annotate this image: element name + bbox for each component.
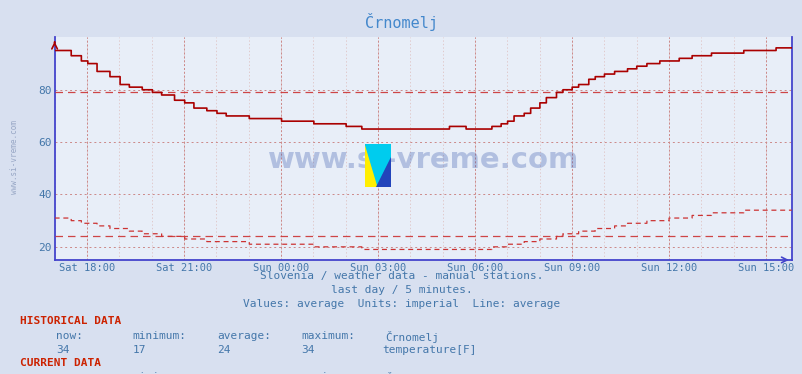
Text: 17: 17 [132,345,146,355]
Text: Slovenia / weather data - manual stations.: Slovenia / weather data - manual station… [259,271,543,281]
Text: now:: now: [56,331,83,341]
Text: 34: 34 [301,345,314,355]
Text: now:: now: [56,372,83,374]
Text: 24: 24 [217,345,230,355]
Text: Values: average  Units: imperial  Line: average: Values: average Units: imperial Line: av… [242,299,560,309]
Text: average:: average: [217,331,270,341]
Text: www.si-vreme.com: www.si-vreme.com [10,120,18,194]
Text: HISTORICAL DATA: HISTORICAL DATA [20,316,121,326]
Text: Črnomelj: Črnomelj [385,372,439,374]
Text: CURRENT DATA: CURRENT DATA [20,358,101,368]
Polygon shape [365,144,378,187]
Text: minimum:: minimum: [132,372,186,374]
Polygon shape [365,144,391,187]
Text: 34: 34 [56,345,70,355]
Text: temperature[F]: temperature[F] [382,345,476,355]
Text: www.si-vreme.com: www.si-vreme.com [267,146,578,174]
Text: last day / 5 minutes.: last day / 5 minutes. [330,285,472,295]
Polygon shape [375,157,391,187]
Text: Črnomelj: Črnomelj [385,331,439,343]
Text: Črnomelj: Črnomelj [365,13,437,31]
Text: maximum:: maximum: [301,372,354,374]
Text: minimum:: minimum: [132,331,186,341]
Text: maximum:: maximum: [301,331,354,341]
Text: average:: average: [217,372,270,374]
